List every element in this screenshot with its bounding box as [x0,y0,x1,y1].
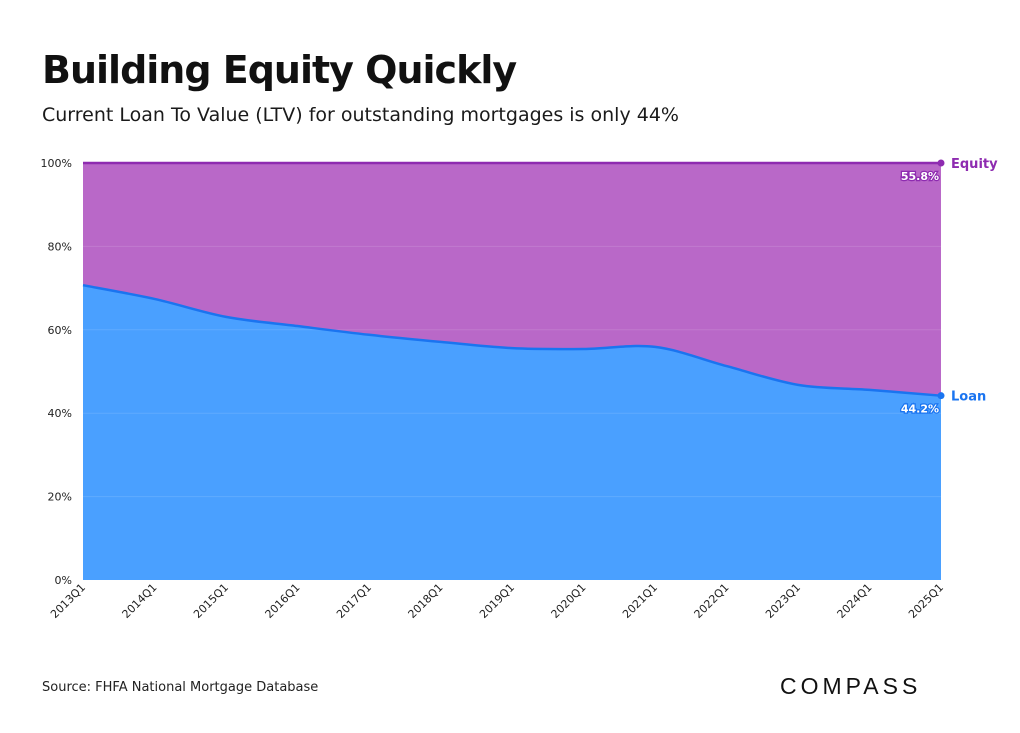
source-note: Source: FHFA National Mortgage Database [42,680,319,695]
loan-line [82,283,942,397]
y-tick-label: 100% [41,157,72,170]
loan-end-marker [937,392,945,400]
x-tick-label: 2023Q1 [763,581,803,621]
y-tick-label: 0% [55,574,72,587]
x-tick-label: 2016Q1 [263,581,303,621]
x-tick-label: 2019Q1 [477,581,517,621]
compass-logo: COMPASS [780,673,922,699]
y-tick-label: 20% [48,491,72,504]
chart-title: Building Equity Quickly [42,48,517,92]
equity-area [83,163,941,396]
y-tick-label: 40% [48,407,72,420]
chart-subtitle: Current Loan To Value (LTV) for outstand… [42,104,679,126]
loan-value-label: 44.2% [901,403,939,416]
x-tick-label: 2024Q1 [835,581,875,621]
equity-series-label: Equity [951,157,998,172]
loan-series-label: Loan [951,390,986,405]
x-tick-label: 2017Q1 [334,581,374,621]
x-tick-label: 2014Q1 [120,581,160,621]
equity-value-label: 55.8% [901,170,939,183]
x-tick-label: 2022Q1 [692,581,732,621]
x-tick-label: 2021Q1 [620,581,660,621]
y-tick-label: 60% [48,324,72,337]
loan-area [83,285,941,580]
x-tick-label: 2018Q1 [406,581,446,621]
equity-end-marker [937,159,945,167]
x-tick-label: 2025Q1 [906,581,946,621]
y-tick-label: 80% [48,240,72,253]
x-tick-label: 2015Q1 [191,581,231,621]
x-tick-label: 2020Q1 [549,581,589,621]
